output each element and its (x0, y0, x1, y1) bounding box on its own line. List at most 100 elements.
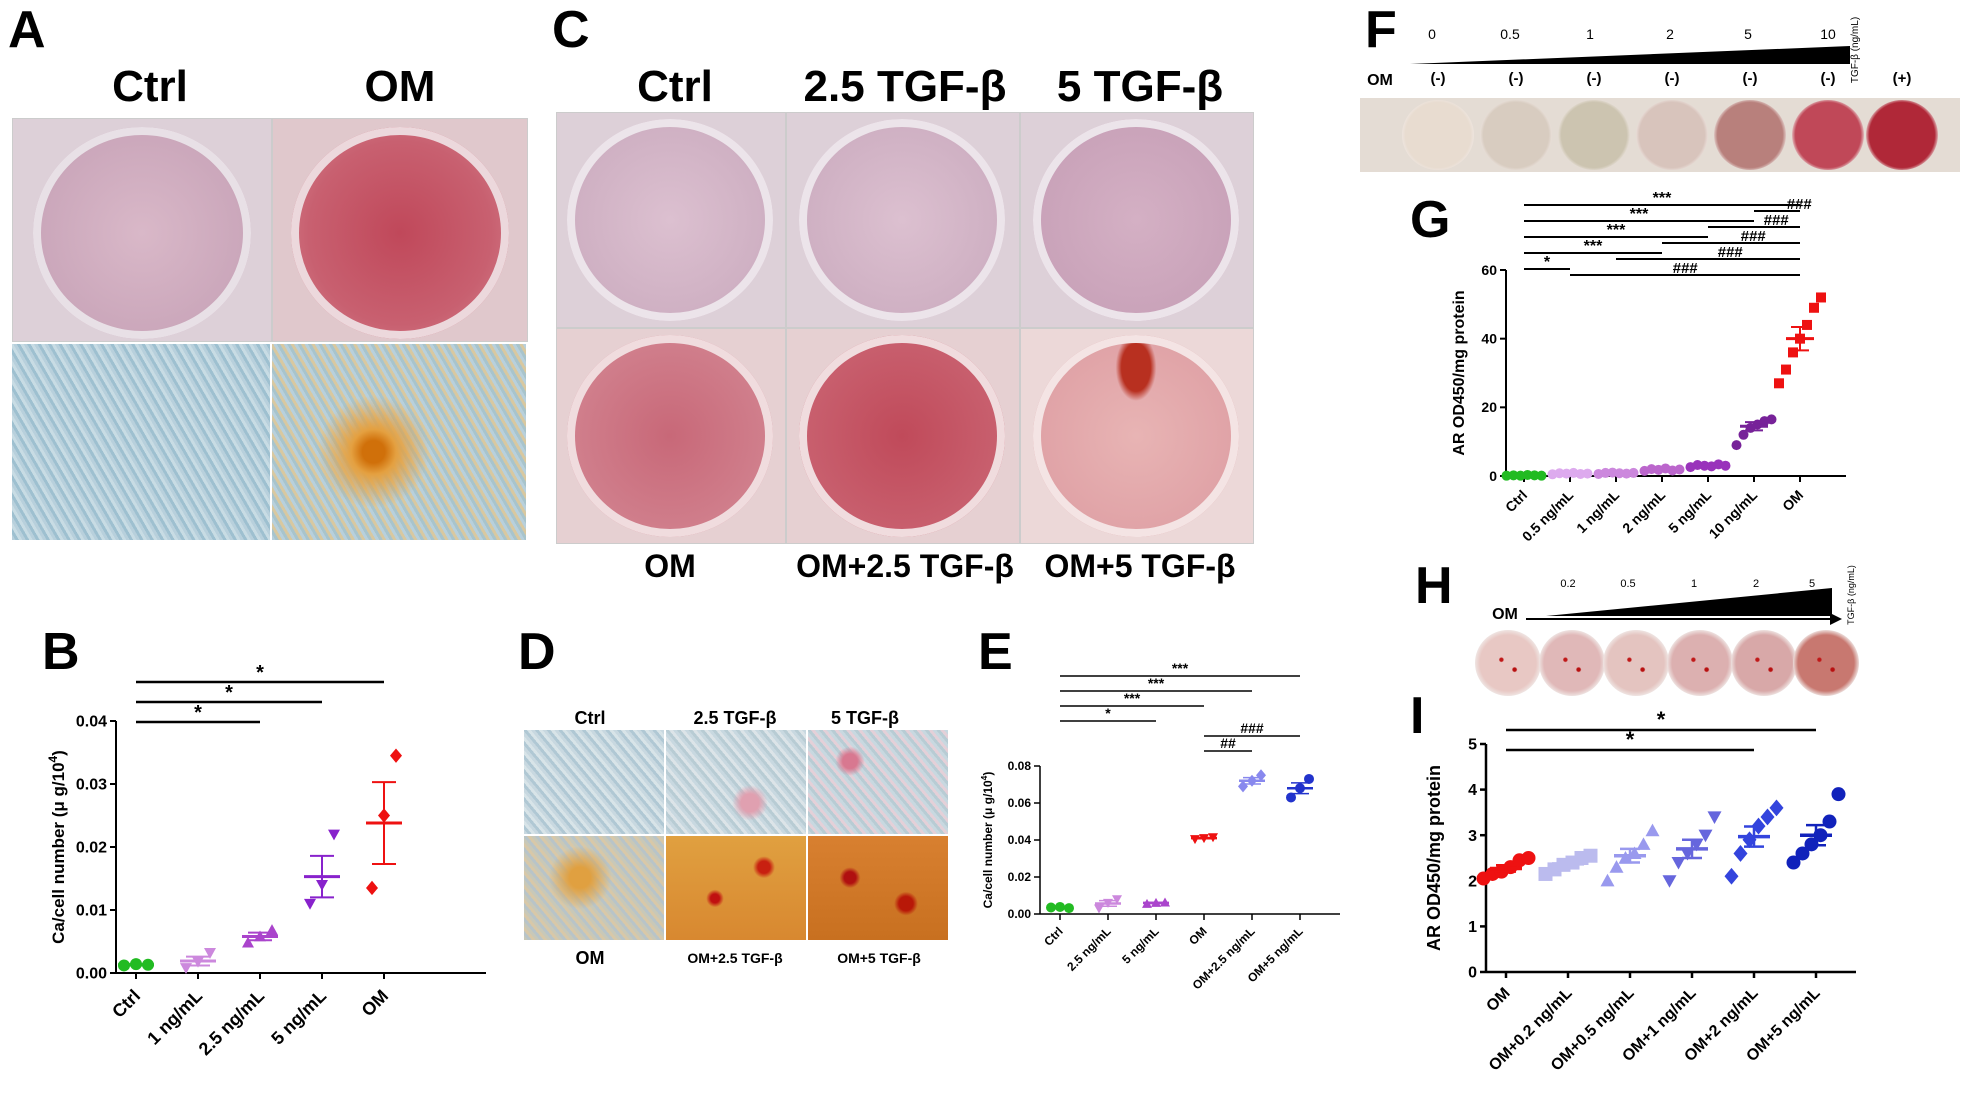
panel-f-om-state: (+) (1892, 70, 1912, 87)
panel-f-dose-wedge (1410, 46, 1850, 64)
panel-c-bottom-label-3: OM+5 TGF-β (1044, 548, 1236, 584)
data-point (390, 748, 402, 763)
y-tick-label: 0.00 (1008, 907, 1032, 921)
panel-d-micro-6 (808, 836, 948, 940)
panel-d-letter: D (518, 623, 556, 681)
data-point (1769, 799, 1784, 817)
data-point (1802, 319, 1812, 330)
data-point (304, 898, 316, 910)
significance-label: ### (1717, 244, 1743, 261)
data-point (1112, 895, 1122, 905)
data-point (1536, 470, 1547, 481)
panel-f-dose-label: 5 (1744, 26, 1752, 42)
panel-h-well (1667, 630, 1733, 696)
panel-f-well (1792, 100, 1864, 170)
data-point (1795, 846, 1810, 861)
data-point (1671, 856, 1686, 870)
significance-label: ## (1220, 735, 1236, 751)
data-point (1674, 464, 1685, 475)
significance-label: *** (1584, 238, 1603, 255)
significance-label: ### (1763, 212, 1789, 229)
panel-f-dose-label: 0 (1428, 26, 1436, 42)
data-point (1781, 364, 1791, 375)
panel-c-well-1 (556, 112, 786, 328)
x-tick-label: 1 ng/mL (1573, 486, 1623, 536)
panel-f-dose-label: 10 (1820, 26, 1836, 42)
data-point (1521, 851, 1536, 865)
data-point (1788, 347, 1798, 358)
panel-f-well (1866, 100, 1938, 170)
y-tick-label: 5 (1468, 737, 1477, 754)
panel-h-letter: H (1415, 557, 1453, 615)
panel-f-well (1480, 100, 1552, 170)
panel-d-micro-3 (808, 730, 948, 834)
x-tick-label: Ctrl (1041, 924, 1066, 949)
y-tick-label: 0.02 (1008, 870, 1032, 884)
x-tick-label: 2 ng/mL (1619, 486, 1669, 536)
panel-f-om-state: (-) (1508, 70, 1524, 87)
y-tick-label: 4 (1468, 782, 1477, 799)
data-point (1190, 835, 1200, 845)
x-tick-label: OM (358, 986, 393, 1021)
panel-h-dose-label: 5 (1808, 578, 1816, 590)
panel-f-well (1558, 100, 1630, 170)
significance-label: *** (1607, 222, 1626, 239)
data-point (1636, 837, 1651, 850)
panel-c-well-6 (1020, 328, 1254, 544)
y-tick-label: 1 (1468, 919, 1477, 936)
panel-f-dose-label: 1 (1586, 26, 1594, 42)
y-tick-label: 40 (1481, 331, 1497, 347)
data-point (1286, 792, 1296, 803)
y-axis-label: AR OD450/mg protein (1424, 765, 1444, 951)
significance-label: *** (1653, 190, 1672, 207)
y-tick-label: 0.04 (76, 714, 107, 731)
y-tick-label: 60 (1481, 262, 1497, 278)
y-tick-label: 3 (1468, 828, 1477, 845)
panel-h-well (1731, 630, 1797, 696)
data-point (204, 948, 216, 959)
panel-a-header-om: OM (364, 62, 436, 111)
panel-i-letter: I (1410, 687, 1425, 745)
data-point (1831, 787, 1846, 802)
panel-a-well-ctrl (12, 118, 272, 342)
x-tick-label: 10 ng/mL (1706, 487, 1761, 542)
panel-c-top-label-1: Ctrl (637, 62, 713, 111)
y-axis-label: Ca/cell number (μ g/104) (979, 772, 995, 909)
significance-label: * (1105, 705, 1111, 721)
data-point (1582, 468, 1593, 479)
data-point (1238, 780, 1248, 793)
data-point (1774, 378, 1784, 389)
panel-f-well (1402, 100, 1474, 170)
significance-label: * (225, 682, 233, 704)
x-tick-label: OM (1186, 924, 1210, 948)
data-point (1707, 811, 1722, 824)
y-tick-label: 0.08 (1008, 759, 1032, 773)
x-tick-label: 2.5 ng/mL (195, 986, 269, 1060)
panel-f-letter: F (1365, 1, 1397, 59)
data-point (242, 936, 254, 948)
data-point (1583, 848, 1598, 863)
significance-label: ### (1240, 720, 1264, 736)
panel-f-om-state: (-) (1586, 70, 1602, 87)
data-point (1786, 855, 1801, 870)
data-point (1645, 823, 1660, 837)
panel-f-dose-label: 2 (1666, 26, 1674, 42)
panel-g-letter: G (1410, 191, 1451, 249)
panel-f-om-state: (-) (1664, 70, 1680, 87)
y-tick-label: 20 (1481, 399, 1497, 415)
y-tick-label: 0.02 (76, 840, 107, 857)
significance-label: * (1626, 727, 1635, 752)
significance-label: * (1544, 254, 1551, 271)
panel-d-top-label-3: 5 TGF-β (831, 708, 899, 728)
panel-h-well (1475, 630, 1541, 696)
panel-c-top-label-3: 5 TGF-β (1056, 62, 1224, 111)
data-point (1724, 867, 1739, 885)
data-point (1628, 467, 1639, 478)
significance-label: *** (1172, 660, 1189, 676)
panel-d-top-label-1: Ctrl (574, 708, 606, 728)
chart-b: 0.00 0.01 0.02 0.03 0.04 Ctrl 1 ng/mL2.5 ng/mL… (46, 662, 486, 1060)
panel-d-micro-4 (524, 836, 664, 940)
panel-d-micro-5 (666, 836, 806, 940)
